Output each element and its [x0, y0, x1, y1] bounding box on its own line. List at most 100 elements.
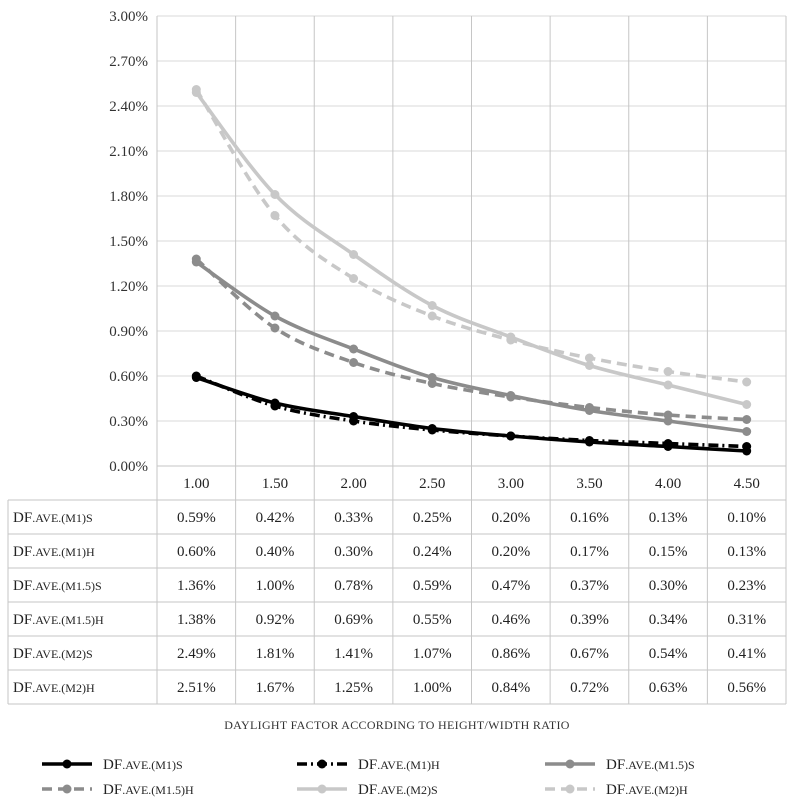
y-tick-label: 2.40% [109, 99, 148, 115]
table-cell: 0.47% [491, 578, 530, 594]
data-point [742, 400, 752, 409]
table-cell: 1.25% [334, 680, 373, 696]
data-point [427, 301, 437, 310]
series-label: DF.AVE.(M1)S [13, 510, 93, 526]
table-cell: 0.42% [256, 510, 295, 526]
data-point [191, 85, 201, 94]
series-lines [191, 85, 752, 456]
table-cell: 1.00% [256, 578, 295, 594]
table-cell: 1.00% [413, 680, 452, 696]
y-tick-label: 0.60% [109, 369, 148, 385]
data-point [270, 401, 280, 411]
table-cell: 1.07% [413, 646, 452, 662]
table-cell: 0.86% [491, 646, 530, 662]
table-cell: 0.33% [334, 510, 373, 526]
x-tick-label: 4.50 [734, 476, 760, 492]
legend-marker [565, 759, 575, 769]
table-cell: 0.15% [649, 544, 688, 560]
x-tick-label: 2.50 [419, 476, 445, 492]
table-cell: 0.55% [413, 612, 452, 628]
table-cell: 0.63% [649, 680, 688, 696]
data-point [270, 211, 280, 220]
data-point [506, 335, 516, 345]
series-label: DF.AVE.(M1.5)S [606, 757, 695, 773]
data-point [349, 250, 359, 259]
data-point [270, 190, 280, 199]
table-cell: 0.10% [727, 510, 766, 526]
table-cell: 0.13% [727, 544, 766, 560]
data-point [349, 274, 359, 283]
x-tick-label: 4.00 [655, 476, 681, 492]
series-label: DF.AVE.(M1.5)S [13, 578, 102, 594]
table-cell: 0.34% [649, 612, 688, 628]
series-label: DF.AVE.(M1)S [103, 757, 183, 773]
y-axis: 0.00% 0.30% 0.60% 0.90% 1.20% 1.50% 1.80% 2.10%… [109, 9, 148, 475]
x-tick-label: 3.50 [576, 476, 602, 492]
data-point [427, 425, 437, 435]
y-tick-label: 0.90% [109, 324, 148, 340]
table-cell: 0.24% [413, 544, 452, 560]
table-cell: 0.72% [570, 680, 609, 696]
data-point [270, 311, 280, 321]
x-tick-label: 1.50 [262, 476, 288, 492]
table-cell: 0.25% [413, 510, 452, 526]
y-tick-label: 0.30% [109, 414, 148, 430]
table-cell: 0.20% [491, 510, 530, 526]
table-cell: 0.16% [570, 510, 609, 526]
y-tick-label: 1.20% [109, 279, 148, 295]
table-cell: 0.84% [491, 680, 530, 696]
table-cell: 1.41% [334, 646, 373, 662]
table-cell: 0.31% [727, 612, 766, 628]
series-label: DF.AVE.(M1.5)H [13, 612, 104, 628]
table-cell: 1.67% [256, 680, 295, 696]
gridlines [156, 15, 787, 704]
table-cell: 0.54% [649, 646, 688, 662]
table-cell: 0.67% [570, 646, 609, 662]
table-cell: 0.59% [177, 510, 216, 526]
table-cell: 0.23% [727, 578, 766, 594]
series-label: DF.AVE.(M2)S [13, 646, 93, 662]
y-tick-label: 1.50% [109, 234, 148, 250]
data-point [427, 311, 437, 321]
series-label: DF.AVE.(M2)H [606, 782, 688, 798]
data-point [742, 442, 752, 451]
table-cell: 2.51% [177, 680, 216, 696]
table-cell: 0.41% [727, 646, 766, 662]
table-cell: 0.46% [491, 612, 530, 628]
table-cell: 0.60% [177, 544, 216, 560]
table-cell: 0.40% [256, 544, 295, 560]
table-cell: 0.30% [649, 578, 688, 594]
legend-marker [62, 759, 72, 769]
series-label: DF.AVE.(M2)S [358, 782, 438, 798]
table-cell: 0.17% [570, 544, 609, 560]
data-point [663, 367, 673, 376]
data-point [349, 358, 359, 367]
data-point [584, 361, 594, 370]
y-tick-label: 2.70% [109, 54, 148, 70]
data-point [506, 392, 516, 402]
table-cell: 0.20% [491, 544, 530, 560]
table-cell: 0.39% [570, 612, 609, 628]
table-cell: 0.59% [413, 578, 452, 594]
data-point [742, 377, 752, 387]
legend-marker [317, 759, 327, 769]
table-cell: 0.78% [334, 578, 373, 594]
data-point [584, 403, 594, 412]
legend-marker [317, 784, 327, 794]
table-cell: 1.81% [256, 646, 295, 662]
table-cell: 0.56% [727, 680, 766, 696]
data-point [349, 416, 359, 426]
x-tick-label: 1.00 [183, 476, 209, 492]
data-point [584, 436, 594, 445]
y-tick-label: 3.00% [109, 9, 148, 25]
table-cell: 0.13% [649, 510, 688, 526]
y-tick-label: 0.00% [109, 459, 148, 475]
data-point [742, 427, 752, 436]
y-tick-label: 2.10% [109, 144, 148, 160]
table-cell: 1.36% [177, 578, 216, 594]
table-cell: 1.38% [177, 612, 216, 628]
data-point [742, 415, 752, 424]
series-label: DF.AVE.(M1.5)H [103, 782, 194, 798]
data-point [191, 254, 201, 264]
